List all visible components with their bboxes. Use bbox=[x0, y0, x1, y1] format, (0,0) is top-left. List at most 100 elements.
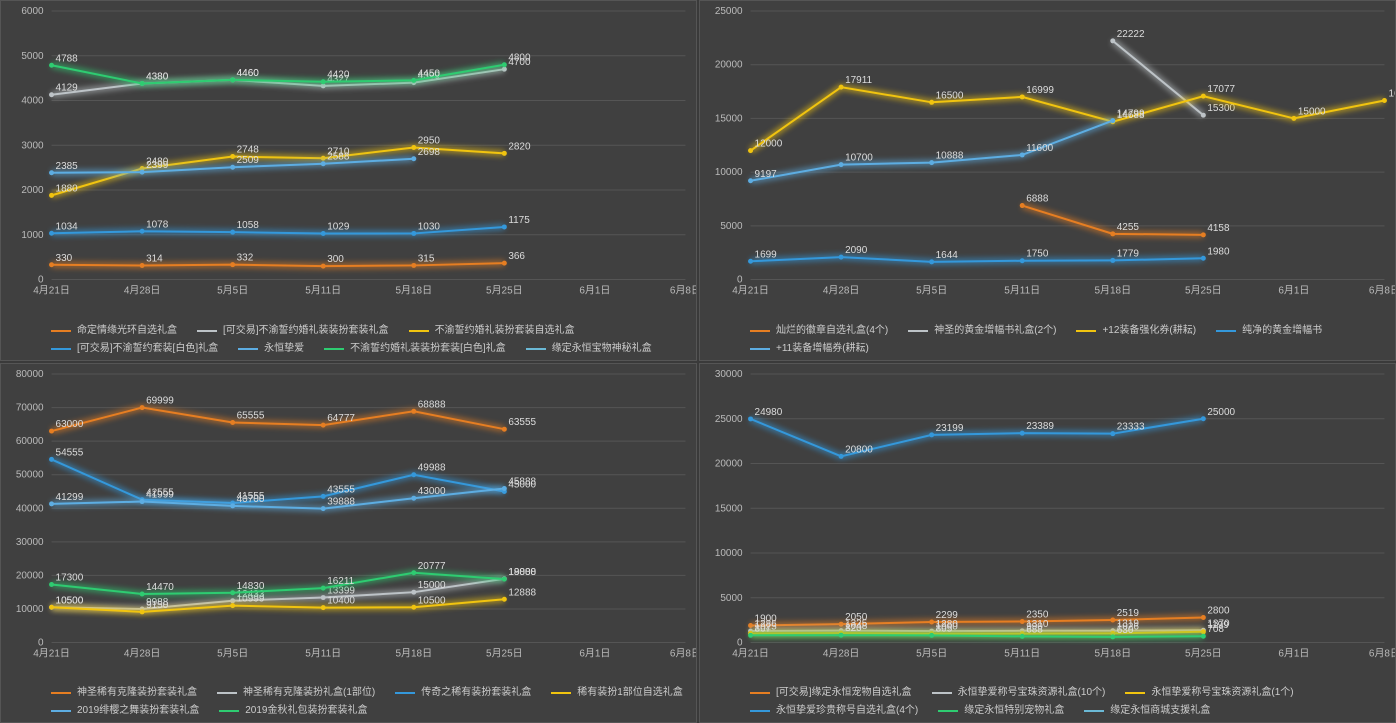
svg-text:4月21日: 4月21日 bbox=[732, 285, 769, 297]
svg-text:4255: 4255 bbox=[1117, 222, 1140, 233]
svg-text:1980: 1980 bbox=[1207, 246, 1230, 257]
legend-item: 命定情缘光环自选礼盒 bbox=[51, 324, 177, 338]
svg-text:688: 688 bbox=[1026, 624, 1043, 635]
chart-area: 0100002000030000400005000060000700008000… bbox=[51, 374, 686, 663]
svg-text:1779: 1779 bbox=[1117, 248, 1140, 259]
svg-text:1750: 1750 bbox=[1026, 249, 1049, 260]
legend-label: 缘定永恒特别宠物礼盒 bbox=[964, 704, 1064, 718]
svg-text:2519: 2519 bbox=[1117, 607, 1140, 618]
legend-item: +12装备强化券(耕耘) bbox=[1076, 324, 1196, 338]
legend-swatch bbox=[51, 348, 71, 350]
legend-swatch bbox=[51, 710, 71, 712]
legend-item: [可交易]缘定永恒宠物自选礼盒 bbox=[750, 686, 912, 700]
svg-text:5000: 5000 bbox=[720, 592, 743, 603]
svg-text:6月8日: 6月8日 bbox=[1369, 285, 1396, 297]
svg-text:15000: 15000 bbox=[418, 580, 446, 591]
svg-text:40700: 40700 bbox=[237, 493, 265, 504]
svg-text:43000: 43000 bbox=[418, 486, 446, 497]
chart-panel-bottom-left: 0100002000030000400005000060000700008000… bbox=[0, 363, 697, 723]
legend-item: 缘定永恒宝物神秘礼盒 bbox=[526, 342, 652, 356]
svg-text:5月18日: 5月18日 bbox=[1094, 285, 1131, 297]
svg-text:0: 0 bbox=[38, 275, 44, 286]
legend-item: 神圣的黄金增幅书礼盒(2个) bbox=[908, 324, 1056, 338]
legend-label: 稀有装扮1部位自选礼盒 bbox=[577, 686, 683, 700]
legend-swatch bbox=[1084, 710, 1104, 712]
legend-item: 2019金秋礼包装扮套装礼盒 bbox=[219, 704, 367, 718]
svg-text:2385: 2385 bbox=[56, 161, 79, 172]
legend-item: 永恒挚爱称号宝珠资源礼盒(1个) bbox=[1125, 686, 1293, 700]
svg-text:5月11日: 5月11日 bbox=[305, 285, 341, 297]
svg-text:5月25日: 5月25日 bbox=[1185, 285, 1222, 297]
legend-label: 永恒挚爱称号宝珠资源礼盒(1个) bbox=[1151, 686, 1293, 700]
svg-text:5月11日: 5月11日 bbox=[1004, 647, 1040, 659]
legend-swatch bbox=[1216, 330, 1236, 332]
svg-text:17077: 17077 bbox=[1207, 84, 1235, 95]
legend-label: 不渝誓约婚礼装扮套装自选礼盒 bbox=[435, 324, 575, 338]
svg-text:708: 708 bbox=[1207, 624, 1224, 635]
svg-text:10500: 10500 bbox=[418, 595, 446, 606]
svg-text:805: 805 bbox=[936, 623, 953, 634]
chart-svg: 0500010000150002000025000300004月21日4月28日… bbox=[750, 374, 1385, 663]
svg-text:10000: 10000 bbox=[16, 603, 44, 614]
legend-label: 2019金秋礼包装扮套装礼盒 bbox=[245, 704, 367, 718]
svg-text:16666: 16666 bbox=[1388, 89, 1396, 100]
legend-label: 纯净的黄金增幅书 bbox=[1242, 324, 1322, 338]
svg-text:4月21日: 4月21日 bbox=[732, 647, 769, 659]
legend-swatch bbox=[238, 348, 258, 350]
legend-swatch bbox=[551, 692, 571, 694]
legend-item: 缘定永恒商城支援礼盒 bbox=[1084, 704, 1210, 718]
svg-text:630: 630 bbox=[1117, 624, 1134, 635]
svg-text:2748: 2748 bbox=[237, 145, 260, 156]
svg-text:64777: 64777 bbox=[327, 413, 355, 424]
svg-text:5月11日: 5月11日 bbox=[1004, 285, 1040, 297]
svg-text:20777: 20777 bbox=[418, 560, 446, 571]
svg-text:6888: 6888 bbox=[1026, 194, 1049, 205]
svg-text:12888: 12888 bbox=[508, 587, 536, 598]
svg-text:41999: 41999 bbox=[146, 489, 174, 500]
svg-text:43555: 43555 bbox=[327, 484, 355, 495]
svg-text:330: 330 bbox=[56, 253, 73, 264]
svg-text:1699: 1699 bbox=[755, 249, 778, 260]
svg-text:314: 314 bbox=[146, 253, 163, 264]
svg-text:5月5日: 5月5日 bbox=[916, 647, 947, 659]
legend-label: [可交易]不渝誓约婚礼装装扮套装礼盒 bbox=[223, 324, 389, 338]
svg-text:2090: 2090 bbox=[845, 245, 868, 256]
svg-text:332: 332 bbox=[237, 253, 254, 264]
svg-text:50000: 50000 bbox=[16, 469, 44, 480]
svg-text:300: 300 bbox=[327, 254, 344, 265]
chart-svg: 05000100001500020000250004月21日4月28日5月5日5… bbox=[750, 11, 1385, 300]
legend-swatch bbox=[51, 330, 71, 332]
chart-svg: 01000200030004000500060004月21日4月28日5月5日5… bbox=[51, 11, 686, 300]
legend-swatch bbox=[526, 348, 546, 350]
legend-swatch bbox=[938, 710, 958, 712]
svg-text:4月28日: 4月28日 bbox=[823, 647, 860, 659]
svg-text:4000: 4000 bbox=[21, 96, 44, 107]
legend-label: 传奇之稀有装扮套装礼盒 bbox=[421, 686, 531, 700]
legend-swatch bbox=[750, 710, 770, 712]
svg-text:315: 315 bbox=[418, 253, 435, 264]
legend-swatch bbox=[908, 330, 928, 332]
svg-text:5000: 5000 bbox=[21, 51, 44, 62]
svg-text:4460: 4460 bbox=[237, 68, 260, 79]
svg-text:12000: 12000 bbox=[755, 139, 783, 150]
svg-text:4788: 4788 bbox=[56, 53, 79, 64]
legend-swatch bbox=[197, 330, 217, 332]
svg-text:2509: 2509 bbox=[237, 155, 260, 166]
legend-swatch bbox=[1125, 692, 1145, 694]
svg-text:69999: 69999 bbox=[146, 395, 174, 406]
svg-text:2399: 2399 bbox=[146, 160, 169, 171]
svg-text:4月28日: 4月28日 bbox=[124, 647, 161, 659]
svg-text:6月1日: 6月1日 bbox=[1278, 647, 1309, 659]
svg-text:25000: 25000 bbox=[715, 6, 743, 17]
svg-text:366: 366 bbox=[508, 251, 525, 262]
svg-text:1078: 1078 bbox=[146, 219, 169, 230]
legend-swatch bbox=[750, 348, 770, 350]
svg-text:4158: 4158 bbox=[1207, 223, 1230, 234]
svg-text:0: 0 bbox=[38, 637, 44, 648]
svg-text:15000: 15000 bbox=[715, 113, 743, 124]
svg-text:5月18日: 5月18日 bbox=[395, 285, 432, 297]
svg-text:70000: 70000 bbox=[16, 402, 44, 413]
svg-text:15000: 15000 bbox=[715, 503, 743, 514]
svg-text:10400: 10400 bbox=[327, 595, 355, 606]
legend: 神圣稀有克隆装扮套装礼盒神圣稀有克隆装扮礼盒(1部位)传奇之稀有装扮套装礼盒稀有… bbox=[51, 686, 686, 718]
